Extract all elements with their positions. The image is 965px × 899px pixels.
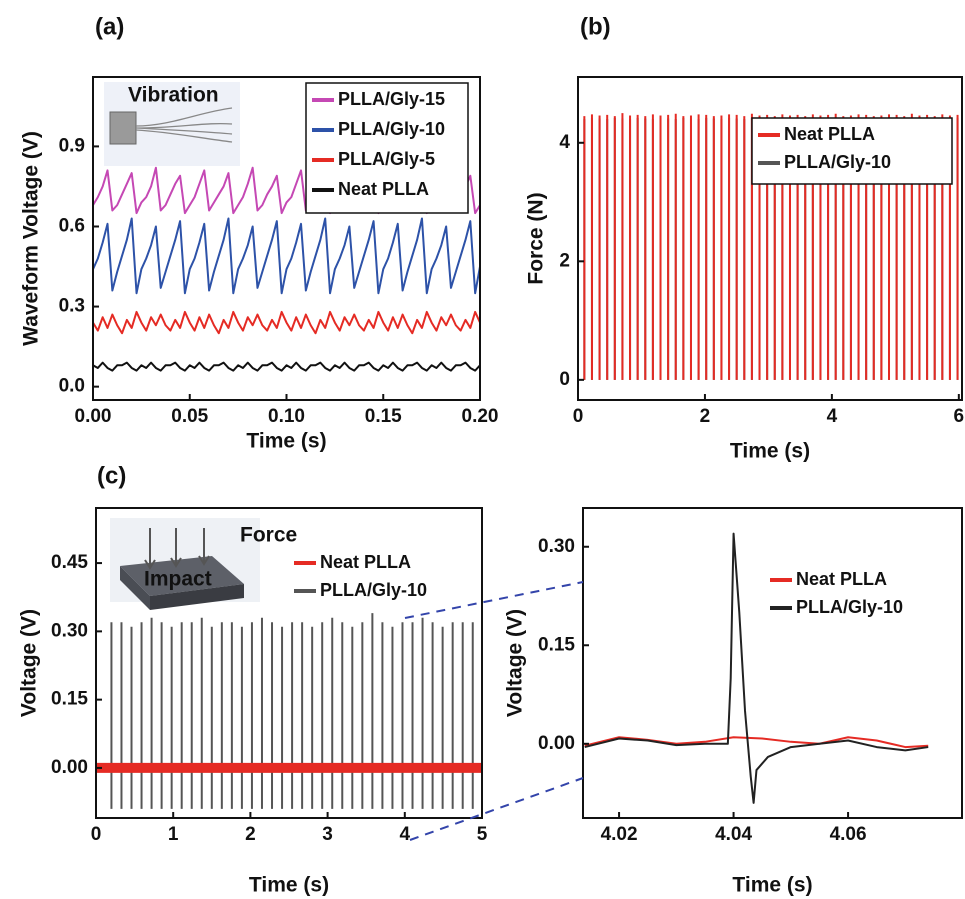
y-tick-label: 2 [559, 250, 570, 271]
series-line [93, 217, 480, 295]
y-tick-label: 0.0 [59, 376, 85, 397]
cantilever-base [109, 111, 137, 145]
y-axis-title: Voltage (V) [504, 609, 527, 717]
panel-label: (c) [97, 462, 126, 489]
arrow-heads [144, 555, 210, 570]
panel-label: (a) [95, 13, 124, 40]
force-arrows [149, 528, 205, 566]
legend-label: Neat PLLA [796, 569, 887, 589]
cantilever-beams [135, 107, 233, 143]
x-tick-label: 4 [400, 824, 411, 845]
y-tick-label: 0.30 [538, 536, 575, 557]
plot-area [584, 532, 929, 804]
x-axis-title: Time (s) [730, 440, 810, 463]
legend-label: Neat PLLA [784, 124, 875, 144]
slab-side [120, 566, 150, 610]
x-tick-label: 5 [477, 824, 488, 845]
x-tick-label: 0.20 [462, 406, 499, 427]
plot-area [96, 613, 482, 809]
series-line [584, 532, 929, 804]
x-axis-title: Time (s) [249, 874, 329, 897]
panel-label: (b) [580, 13, 611, 40]
y-axis-title: Force (N) [525, 192, 548, 284]
x-tick-label: 2 [245, 824, 256, 845]
panel: 0.00 0.15 0.30 4.02 4.04 4.06 Time (s) Voltage … [504, 507, 963, 897]
y-tick-label: 0.15 [51, 689, 88, 710]
y-tick-label: 0.6 [59, 216, 85, 237]
series-line [93, 361, 480, 372]
x-tick-label: 0.15 [365, 406, 402, 427]
x-tick-label: 4.06 [830, 824, 867, 845]
x-tick-label: 4.04 [715, 824, 752, 845]
x-axis-title: Time (s) [732, 874, 812, 897]
y-tick-label: 4 [559, 132, 570, 153]
impact-inset: Force Impact [110, 518, 297, 610]
plot-frame [577, 76, 963, 401]
inset-label: Vibration [128, 84, 219, 107]
legend-frame [751, 117, 953, 185]
series-line [93, 310, 480, 335]
legend-label: PLLA/Gly-15 [338, 89, 445, 109]
x-tick-label: 0 [573, 406, 584, 427]
x-tick-label: 0.10 [268, 406, 305, 427]
plot-frame [95, 507, 483, 819]
x-tick-label: 2 [700, 406, 711, 427]
x-tick-label: 0.00 [75, 406, 112, 427]
legend: Neat PLLA PLLA/Gly-10 [751, 117, 953, 185]
y-tick-label: 0.3 [59, 296, 85, 317]
legend: Neat PLLA PLLA/Gly-10 [770, 569, 903, 617]
x-tick-label: 0.05 [171, 406, 208, 427]
legend-label: Neat PLLA [338, 179, 429, 199]
plot-frame [582, 507, 963, 819]
x-tick-label: 4.02 [601, 824, 638, 845]
legend-label: PLLA/Gly-10 [784, 152, 891, 172]
y-axis-title: Voltage (V) [18, 609, 41, 717]
panel: (b) 0 2 4 0 2 4 6 Time (s) Force (N) Neat PLLA PLLA… [525, 13, 965, 462]
legend-label: PLLA/Gly-10 [338, 119, 445, 139]
legend-label: PLLA/Gly-10 [320, 580, 427, 600]
legend-label: PLLA/Gly-5 [338, 149, 435, 169]
slab-front [150, 584, 244, 610]
x-tick-label: 1 [168, 824, 179, 845]
y-tick-label: 0.15 [538, 634, 575, 655]
x-tick-label: 3 [322, 824, 333, 845]
zoom-connector [404, 581, 584, 841]
legend-label: PLLA/Gly-10 [796, 597, 903, 617]
legend-label: Neat PLLA [320, 552, 411, 572]
y-tick-label: 0.45 [51, 552, 88, 573]
x-axis-title: Time (s) [246, 430, 326, 453]
inset-label: Force [240, 524, 297, 547]
panel: (a) 0.0 0.3 0.6 0.9 0.00 0.05 0.10 0.15 0.20 Time … [20, 13, 499, 452]
y-tick-label: 0 [559, 369, 570, 390]
y-axis-title: Waveform Voltage (V) [20, 131, 43, 346]
vibration-inset: Vibration [104, 82, 240, 166]
x-tick-label: 6 [954, 406, 965, 427]
y-tick-label: 0.30 [51, 620, 88, 641]
y-tick-label: 0.00 [51, 757, 88, 778]
overlays: Vibration Force Impact [104, 82, 584, 841]
series-line [584, 736, 929, 749]
y-tick-label: 0.00 [538, 733, 575, 754]
y-tick-label: 0.9 [59, 135, 85, 156]
legend: PLLA/Gly-15 PLLA/Gly-10 PLLA/Gly-5 Neat PLL… [305, 82, 469, 214]
inset-label: Impact [144, 568, 212, 591]
legend: Neat PLLA PLLA/Gly-10 [294, 552, 427, 600]
x-tick-label: 4 [827, 406, 838, 427]
x-tick-label: 0 [91, 824, 102, 845]
panel: (c) 0.00 0.15 0.30 0.45 0 1 2 3 4 5 Time (s) Voltage… [18, 462, 488, 896]
